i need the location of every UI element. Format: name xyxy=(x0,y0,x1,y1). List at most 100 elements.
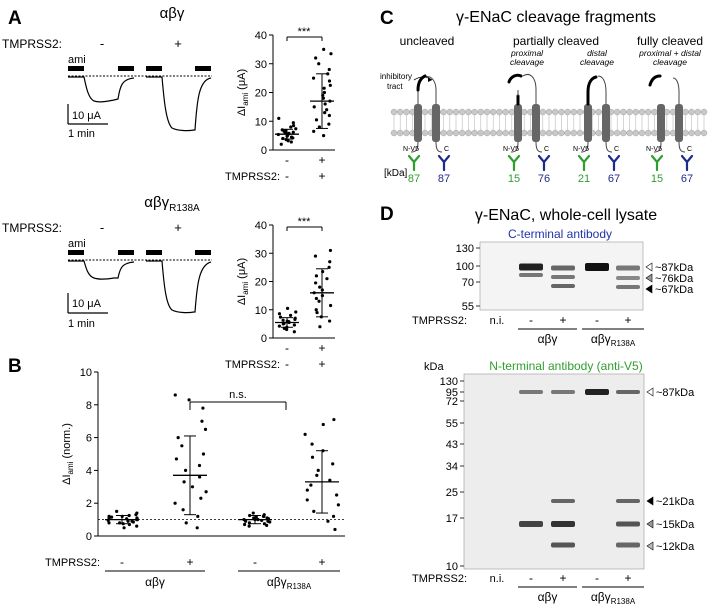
lipid-head xyxy=(471,129,478,137)
data-point xyxy=(303,432,307,436)
x-tick-label: + xyxy=(318,341,325,355)
cleavage-label: distal xyxy=(587,48,608,58)
c-terminus xyxy=(605,141,613,153)
data-point xyxy=(288,313,293,317)
blot-band xyxy=(616,499,640,503)
data-point xyxy=(280,128,284,132)
x-sign: - xyxy=(120,555,124,569)
data-point xyxy=(196,514,200,518)
inhibitory-tract xyxy=(416,74,427,92)
data-point xyxy=(331,462,335,466)
lipid-head xyxy=(638,129,646,137)
lane-sign: + xyxy=(559,571,566,585)
data-point xyxy=(310,442,314,446)
lipid-head xyxy=(440,129,447,137)
blot-n-terminal-lanes: n.i. - -+ +αβγ αβγR138A xyxy=(490,571,644,605)
data-point xyxy=(291,121,295,125)
data-point xyxy=(289,140,293,144)
lane-sign: - xyxy=(595,571,599,585)
x-sign: + xyxy=(318,169,325,183)
y-tick-label: 40 xyxy=(255,220,267,232)
lipid-head xyxy=(688,108,695,116)
lane-label: n.i. xyxy=(490,315,505,327)
data-point xyxy=(312,129,316,133)
lipid-head xyxy=(682,108,689,116)
blot-band xyxy=(616,521,640,527)
y-tick-label: 20 xyxy=(255,277,267,289)
data-point xyxy=(329,52,333,56)
panel-letter-a: A xyxy=(8,8,22,29)
mw-marker: 95 xyxy=(446,387,458,399)
mw-marker: 100 xyxy=(456,261,474,273)
panel-a-scatter-r138a: 0 10 20 30 40 ΔIami (μA) *** - + TMPRSS2: - + xyxy=(225,216,335,371)
data-point xyxy=(180,444,184,448)
data-point xyxy=(292,323,296,327)
lane-sign: - xyxy=(595,313,599,327)
n-terminus xyxy=(410,141,419,153)
tmprss2-label: TMPRSS2: xyxy=(2,221,62,235)
data-point xyxy=(327,265,331,269)
tm-domain xyxy=(432,104,440,142)
data-point xyxy=(291,130,295,134)
data-point xyxy=(199,496,203,500)
data-point xyxy=(309,483,313,487)
tm-domain xyxy=(584,104,592,142)
n-v5-label: N-V5 xyxy=(503,146,519,153)
y-tick-label: 8 xyxy=(86,400,92,412)
data-point xyxy=(130,519,134,523)
mw-marker: 34 xyxy=(446,461,458,473)
inhibitory-tract xyxy=(586,75,598,106)
mw-marker: 130 xyxy=(440,376,458,388)
kda-label: [kDa] xyxy=(384,168,408,179)
tm-domain xyxy=(532,104,540,142)
ami-bar xyxy=(146,66,162,71)
lipid-head xyxy=(508,108,515,116)
data-point xyxy=(328,303,333,308)
data-point xyxy=(314,281,318,285)
n-terminus xyxy=(510,141,519,153)
data-point xyxy=(313,254,318,258)
lipid-head xyxy=(552,129,559,137)
data-point xyxy=(289,135,294,139)
lipid-head xyxy=(446,129,453,137)
blot-band xyxy=(551,521,575,527)
group-label: αβγR138A xyxy=(591,590,636,605)
lipid-head xyxy=(496,108,503,116)
data-point xyxy=(115,509,119,513)
data-point xyxy=(292,330,296,334)
lipid-head xyxy=(614,108,621,116)
data-point xyxy=(325,108,329,112)
ami-bar xyxy=(195,250,211,255)
data-point xyxy=(135,524,139,528)
data-point xyxy=(127,522,131,527)
c-label: C xyxy=(444,146,449,153)
y-tick-label: 10 xyxy=(255,305,267,317)
data-point xyxy=(294,127,298,131)
band-size-label: ~87kDa xyxy=(656,387,695,399)
data-point xyxy=(265,516,269,520)
trace-minus-sign: - xyxy=(100,36,104,51)
y-tick-label: 10 xyxy=(255,116,267,128)
c-label: C xyxy=(687,146,692,153)
panel-letter-d: D xyxy=(380,204,394,225)
lipid-head xyxy=(483,108,491,116)
inhibitory-tract xyxy=(648,74,662,87)
x-tick-label: + xyxy=(318,153,325,167)
c-terminus xyxy=(535,141,543,153)
inhibitory-tract-label: tract xyxy=(387,82,403,91)
c-terminus xyxy=(678,141,686,153)
data-point xyxy=(317,299,321,303)
ami-bar xyxy=(118,66,134,71)
data-point xyxy=(317,62,321,66)
ami-label: ami xyxy=(68,238,86,250)
mw-marker: 130 xyxy=(456,243,474,255)
lipid-head xyxy=(626,108,633,116)
panel-letter-b: B xyxy=(8,356,22,377)
x-sign: - xyxy=(253,555,257,569)
blot-band xyxy=(551,284,575,288)
blot-band xyxy=(585,263,609,271)
lipid-head xyxy=(539,108,546,116)
data-point xyxy=(183,468,188,472)
data-point xyxy=(262,514,266,518)
lipid-head xyxy=(564,129,571,137)
